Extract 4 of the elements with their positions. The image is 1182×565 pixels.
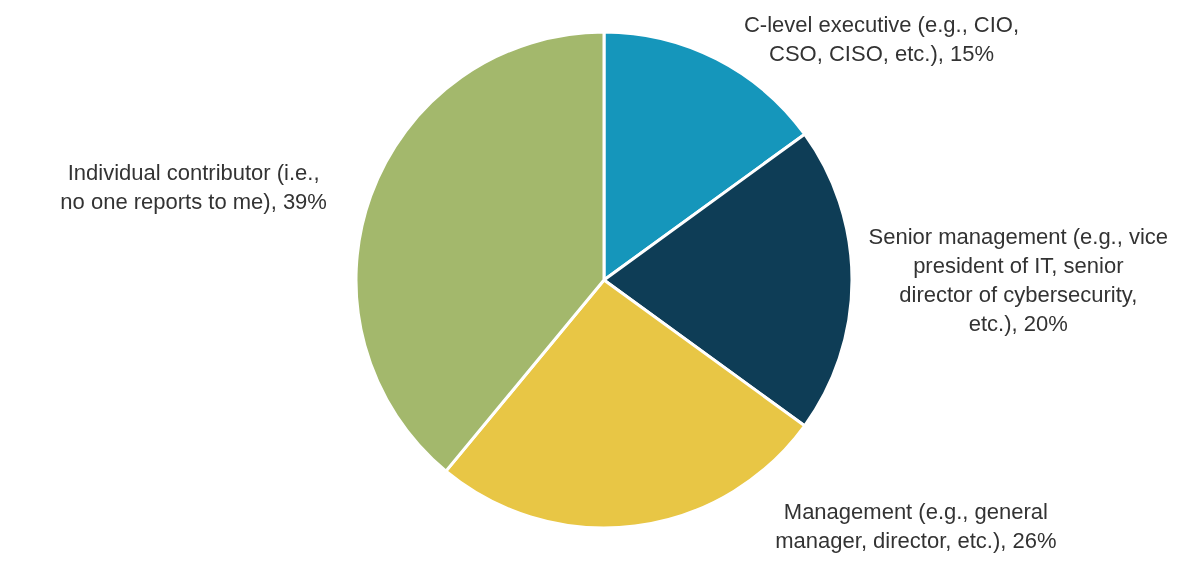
slice-label: Individual contributor (i.e., no one reports to me), 39% (60, 160, 327, 215)
slice-label: Senior management (e.g., vice president of IT, senior director of cybersecurity, etc.), 20% (868, 223, 1169, 336)
slice-label: C-level executive (e.g., CIO, CSO, CISO, etc.), 15% (743, 11, 1020, 66)
slice-label: Management (e.g., general manager, director, etc.), 26% (775, 498, 1057, 553)
